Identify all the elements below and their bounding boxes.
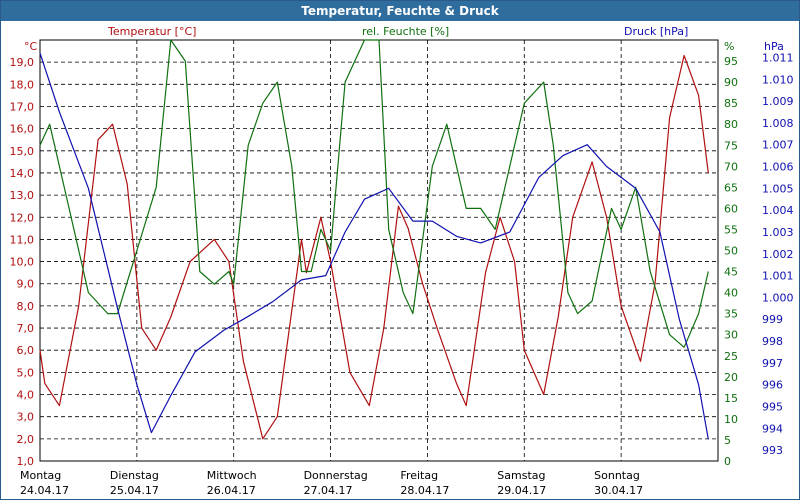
temperature-tick-label: 12,0 xyxy=(10,211,35,224)
temperature-tick-label: 6,0 xyxy=(17,344,35,357)
day-name-label: Montag xyxy=(20,469,61,482)
humidity-tick-label: 60 xyxy=(724,202,738,215)
humidity-tick-label: 55 xyxy=(724,223,738,236)
pressure-tick-label: 1.006 xyxy=(762,161,794,174)
temperature-tick-label: 4,0 xyxy=(17,389,35,402)
pressure-tick-label: 1.003 xyxy=(762,226,794,239)
pressure-tick-label: 1.011 xyxy=(762,51,794,64)
pressure-tick-label: 1.010 xyxy=(762,73,794,86)
temperature-series-line xyxy=(39,54,709,440)
humidity-tick-label: 70 xyxy=(724,160,738,173)
plot-area-border xyxy=(39,39,719,462)
day-name-label: Mittwoch xyxy=(207,469,257,482)
humidity-tick-label: 10 xyxy=(724,413,738,426)
temperature-tick-label: 10,0 xyxy=(10,256,35,269)
day-date-label: 27.04.17 xyxy=(304,484,353,497)
humidity-tick-label: 15 xyxy=(724,392,738,405)
day-name-label: Sonntag xyxy=(594,469,640,482)
pressure-tick-label: 993 xyxy=(762,444,783,457)
temperature-tick-label: 14,0 xyxy=(10,167,35,180)
humidity-tick-label: 50 xyxy=(724,245,738,258)
pressure-tick-label: 1.009 xyxy=(762,95,794,108)
humidity-axis-title: rel. Feuchte [%] xyxy=(362,25,449,38)
temperature-tick-label: 7,0 xyxy=(17,322,35,335)
pressure-axis-title: Druck [hPa] xyxy=(624,25,688,38)
pressure-tick-label: 999 xyxy=(762,313,783,326)
humidity-unit: % xyxy=(724,40,734,53)
humidity-tick-label: 40 xyxy=(724,287,738,300)
window-title: Temperatur, Feuchte & Druck xyxy=(1,1,799,21)
temperature-tick-label: 9,0 xyxy=(17,278,35,291)
temperature-tick-label: 19,0 xyxy=(10,56,35,69)
temperature-tick-label: 13,0 xyxy=(10,189,35,202)
day-date-label: 26.04.17 xyxy=(207,484,256,497)
pressure-tick-label: 1.000 xyxy=(762,291,794,304)
temperature-tick-label: 15,0 xyxy=(10,145,35,158)
temperature-tick-label: 3,0 xyxy=(17,411,35,424)
humidity-tick-label: 25 xyxy=(724,350,738,363)
day-name-label: Dienstag xyxy=(110,469,159,482)
pressure-tick-label: 1.007 xyxy=(762,139,794,152)
temperature-axis-title: Temperatur [°C] xyxy=(107,25,196,38)
pressure-tick-label: 997 xyxy=(762,357,783,370)
temperature-tick-label: 8,0 xyxy=(17,300,35,313)
pressure-unit: hPa xyxy=(764,40,784,53)
pressure-tick-label: 1.008 xyxy=(762,117,794,130)
humidity-tick-label: 85 xyxy=(724,97,738,110)
temperature-unit: °C xyxy=(24,40,38,53)
humidity-tick-label: 75 xyxy=(724,139,738,152)
pressure-tick-label: 996 xyxy=(762,379,783,392)
temperature-tick-label: 5,0 xyxy=(17,366,35,379)
humidity-tick-label: 45 xyxy=(724,266,738,279)
pressure-tick-label: 1.002 xyxy=(762,248,794,261)
day-date-label: 30.04.17 xyxy=(594,484,643,497)
humidity-tick-label: 90 xyxy=(724,76,738,89)
pressure-tick-label: 1.005 xyxy=(762,182,794,195)
day-name-label: Samstag xyxy=(497,469,545,482)
pressure-tick-label: 998 xyxy=(762,335,783,348)
day-date-label: 24.04.17 xyxy=(20,484,69,497)
humidity-tick-label: 5 xyxy=(724,434,731,447)
humidity-tick-label: 20 xyxy=(724,371,738,384)
humidity-tick-label: 95 xyxy=(724,55,738,68)
humidity-tick-label: 35 xyxy=(724,308,738,321)
day-date-label: 28.04.17 xyxy=(400,484,449,497)
day-date-label: 25.04.17 xyxy=(110,484,159,497)
humidity-tick-label: 65 xyxy=(724,181,738,194)
humidity-tick-label: 30 xyxy=(724,329,738,342)
humidity-series-line xyxy=(39,39,709,348)
humidity-tick-label: 80 xyxy=(724,118,738,131)
temperature-tick-label: 11,0 xyxy=(10,233,35,246)
temperature-tick-label: 2,0 xyxy=(17,433,35,446)
pressure-tick-label: 1.004 xyxy=(762,204,794,217)
day-date-label: 29.04.17 xyxy=(497,484,546,497)
humidity-tick-label: 0 xyxy=(724,455,731,468)
temperature-tick-label: 18,0 xyxy=(10,78,35,91)
pressure-series-line xyxy=(39,52,709,440)
day-name-label: Donnerstag xyxy=(304,469,368,482)
temperature-tick-label: 17,0 xyxy=(10,100,35,113)
temperature-tick-label: 1,0 xyxy=(17,455,35,468)
pressure-tick-label: 995 xyxy=(762,400,783,413)
temperature-tick-label: 16,0 xyxy=(10,123,35,136)
pressure-tick-label: 994 xyxy=(762,422,783,435)
day-name-label: Freitag xyxy=(400,469,438,482)
pressure-tick-label: 1.001 xyxy=(762,270,794,283)
